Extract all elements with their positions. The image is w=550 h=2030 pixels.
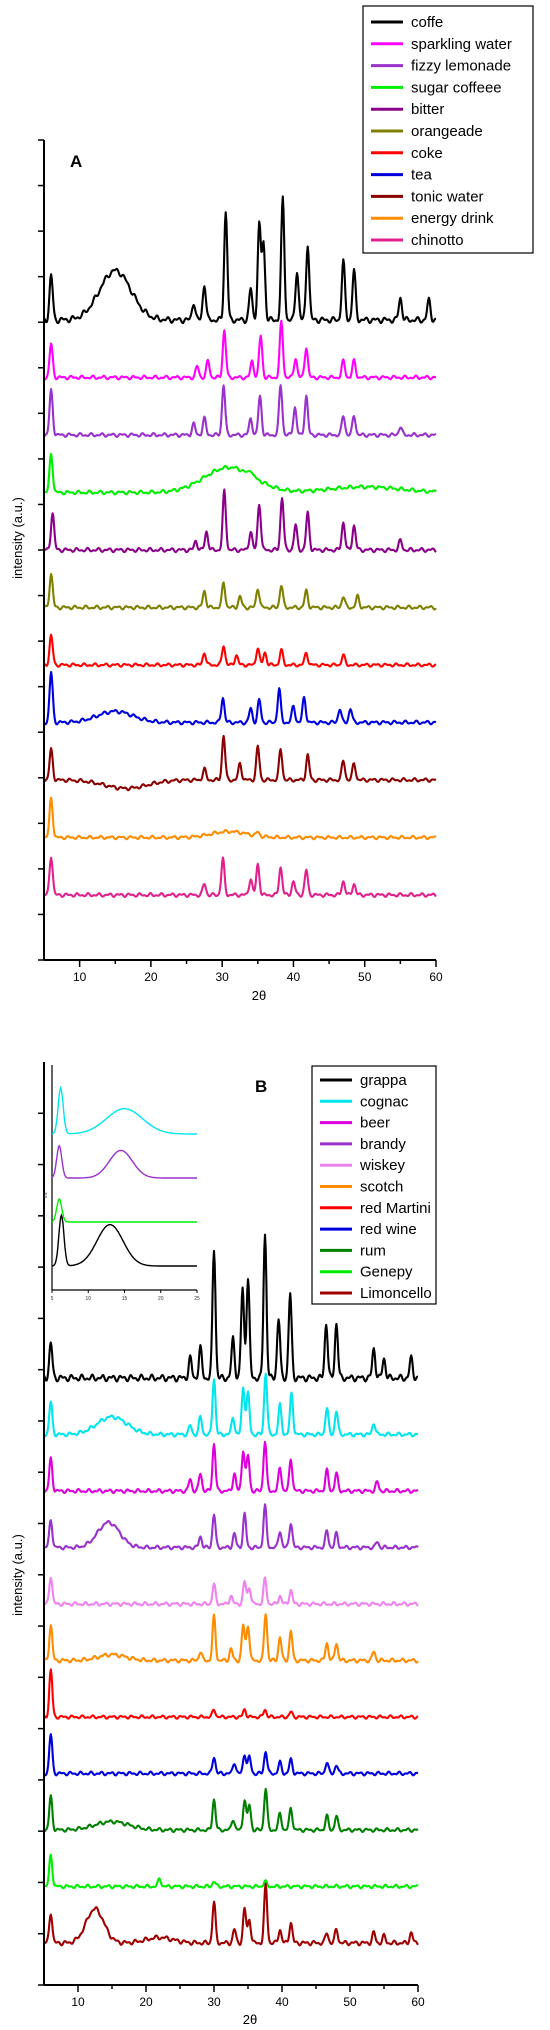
panel-b-x-axis-label: 2θ [243,2012,257,2027]
series-line-a-3 [43,452,437,496]
panel-a-series [43,195,437,898]
panel-a-label: A [70,152,82,171]
series-line-b-4 [43,1576,419,1607]
x-tick-label: 40 [287,970,301,984]
legend-label: red wine [360,1221,417,1238]
panel-a: A 10 20 30 40 50 60 intensity (a.u.) 2θ coffe… [10,5,534,1003]
series-line-b-3 [43,1503,419,1551]
legend-label: Genepy [360,1264,413,1281]
legend-label: energy drink [411,210,494,227]
series-line-a-10 [43,856,437,898]
series-line-b-7 [43,1733,419,1777]
series-line-a-7 [43,670,437,726]
inset-series-line [51,1144,197,1179]
x-tick-label: 60 [411,1995,425,2009]
x-tick-label: 40 [275,1995,289,2009]
inset-series-line [51,1197,197,1223]
panel-a-legend: coffe sparkling water fizzy lemonade sugar … [362,5,534,254]
x-tick-label: 30 [207,1995,221,2009]
legend-label: scotch [360,1179,403,1196]
panel-b-y-axis-label: intensity (a.u.) [10,1534,25,1616]
series-line-b-0 [43,1233,419,1383]
x-tick-label: 10 [73,970,87,984]
panel-b-axes: 10 20 30 40 50 60 [38,1062,425,2009]
legend-label: tea [411,167,433,184]
series-line-b-5 [43,1613,419,1664]
legend-label: bitter [411,101,444,118]
series-line-a-4 [43,488,437,554]
panel-b-legend: grappa cognac beer brandy wiskey scotch red Ma… [311,1065,437,1305]
x-tick-label: 50 [343,1995,357,2009]
inset-series-line [52,1213,197,1267]
legend-label: chinotto [411,232,464,249]
inset-x-tick-label: 5 [51,1296,54,1302]
series-line-b-9 [43,1853,419,1890]
legend-label: coffe [411,14,443,31]
legend-label: sugar coffeee [411,79,502,96]
series-line-a-9 [43,796,437,841]
series-line-a-6 [43,633,437,668]
panel-a-axes: 10 20 30 40 50 60 [38,139,443,984]
series-line-b-8 [43,1787,419,1833]
panel-b-series [43,1233,419,1947]
series-line-b-2 [43,1440,419,1495]
inset-x-tick-label: 10 [85,1296,91,1302]
legend-label: cognac [360,1093,409,1110]
legend-label: beer [360,1115,390,1132]
legend-label: red Martini [360,1200,431,1217]
x-tick-label: 10 [71,1995,85,2009]
series-line-a-0 [43,195,437,325]
inset-x-tick-label: 25 [194,1296,200,1302]
legend-label: rum [360,1242,386,1259]
x-tick-label: 60 [429,970,443,984]
panel-a-x-axis-label: 2θ [252,988,266,1003]
panel-b-inset: 5 10 15 20 25 Int. [43,1065,200,1302]
legend-label: wiskey [359,1157,406,1174]
legend-label: orangeade [411,123,483,140]
x-tick-label: 50 [358,970,372,984]
series-line-a-8 [43,734,437,792]
legend-label: Limoncello [360,1285,432,1302]
legend-label: fizzy lemonade [411,58,511,75]
series-line-a-5 [43,572,437,611]
series-line-b-1 [43,1372,419,1438]
inset-y-label: Int. [43,1192,49,1199]
x-tick-label: 20 [144,970,158,984]
panel-b-label: B [255,1077,267,1096]
x-tick-label: 20 [139,1995,153,2009]
inset-series-line [51,1085,197,1135]
legend-label: grappa [360,1072,407,1089]
legend-label: tonic water [411,188,484,205]
series-line-a-2 [43,384,437,438]
series-line-b-6 [43,1668,419,1720]
panel-a-y-axis-label: intensity (a.u.) [10,497,25,579]
x-tick-label: 30 [216,970,230,984]
panel-b: B 10 20 30 40 50 60 intensity (a.u.) 2θ grapp… [10,1062,437,2027]
inset-x-tick-label: 20 [158,1296,164,1302]
series-line-a-1 [43,319,437,381]
series-line-b-10 [43,1882,419,1947]
legend-label: coke [411,145,443,162]
legend-label: brandy [360,1136,406,1153]
legend-label: sparkling water [411,36,512,53]
inset-x-tick-label: 15 [122,1296,128,1302]
